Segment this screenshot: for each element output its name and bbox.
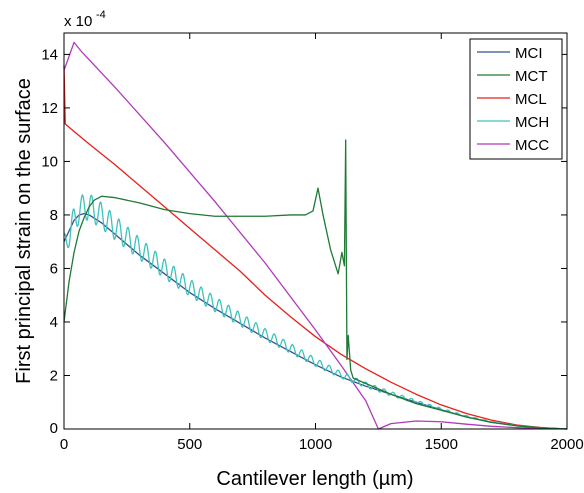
y-tick-label: 0 [50, 420, 58, 437]
y-tick-label: 4 [50, 314, 58, 331]
legend: MCI MCT MCL MCH MCC [469, 38, 563, 160]
series-line-mch [63, 194, 568, 430]
legend-label-mcc: MCC [515, 137, 549, 154]
y-tick-label: 14 [41, 46, 58, 63]
x-tick-label: 1000 [299, 436, 332, 453]
legend-items: MCI MCT MCL MCH MCC [477, 45, 549, 154]
y-tick-label: 8 [50, 207, 58, 224]
x-tick-label: 500 [177, 436, 202, 453]
plot-frame [63, 32, 568, 430]
y-axis-label: First principal strain on the surface [13, 78, 35, 384]
x-tick-label: 0 [60, 436, 68, 453]
legend-label-mcl: MCL [515, 91, 547, 108]
y-tick-label: 12 [41, 100, 58, 117]
series-line-mcl [63, 65, 568, 430]
y-tick-label: 10 [41, 153, 58, 170]
series-line-mct [63, 139, 568, 430]
x-tick-label: 2000 [550, 436, 583, 453]
legend-box [469, 38, 563, 160]
series-layer [63, 41, 568, 430]
legend-label-mct: MCT [515, 68, 548, 85]
legend-label-mci: MCI [515, 45, 543, 62]
x-tick-label: 1500 [425, 436, 458, 453]
legend-label-mch: MCH [515, 114, 549, 131]
y-tick-label: 2 [50, 367, 58, 384]
y-multiplier-base: x 10 [64, 13, 92, 30]
y-multiplier-exponent: -4 [96, 9, 106, 21]
y-tick-label: 6 [50, 260, 58, 277]
series-line-mcc [63, 41, 568, 430]
x-axis-label: Cantilever length (µm) [216, 468, 413, 490]
